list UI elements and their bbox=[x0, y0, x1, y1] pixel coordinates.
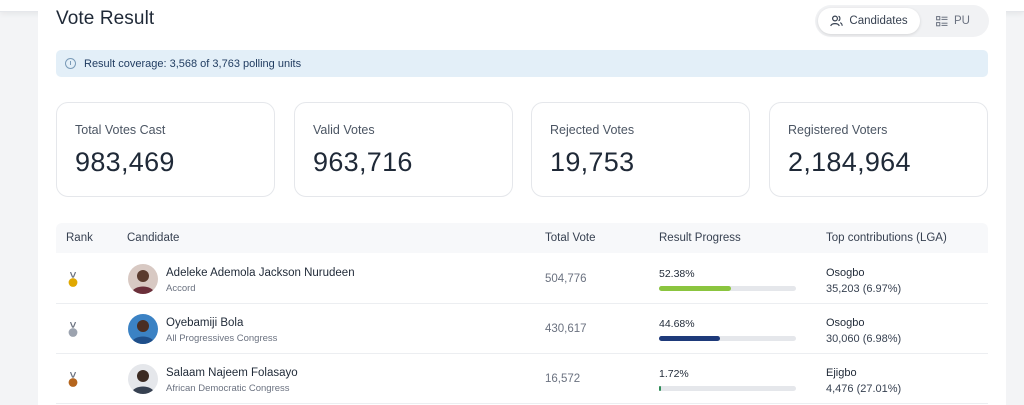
header-candidate: Candidate bbox=[127, 232, 180, 244]
candidate-avatar bbox=[128, 314, 158, 344]
header-rank: Rank bbox=[66, 232, 93, 244]
progress-bar bbox=[659, 286, 796, 291]
view-toggle: Candidates PU bbox=[815, 5, 989, 37]
stat-label: Total Votes Cast bbox=[75, 123, 166, 137]
stat-label: Registered Voters bbox=[788, 123, 888, 137]
total-vote: 16,572 bbox=[545, 373, 581, 385]
stat-value: 19,753 bbox=[550, 147, 635, 177]
top-lga-name: Ejigbo bbox=[826, 367, 857, 379]
top-lga-votes: 4,476 (27.01%) bbox=[826, 383, 902, 395]
users-icon bbox=[830, 15, 844, 27]
header-result-progress: Result Progress bbox=[659, 232, 741, 244]
stat-value: 2,184,964 bbox=[788, 147, 911, 177]
progress-bar-fill bbox=[659, 386, 662, 391]
bronze-medal-icon bbox=[68, 372, 78, 387]
candidate-party: All Progressives Congress bbox=[166, 333, 278, 344]
candidate-avatar bbox=[128, 264, 158, 294]
progress-bar-fill bbox=[659, 336, 721, 341]
silver-medal-icon bbox=[68, 322, 78, 337]
top-lga-votes: 35,203 (6.97%) bbox=[826, 283, 902, 295]
top-lga-name: Osogbo bbox=[826, 317, 865, 329]
page-title: Vote Result bbox=[56, 8, 155, 29]
stat-value: 983,469 bbox=[75, 147, 175, 177]
list-icon bbox=[936, 15, 948, 26]
result-percent: 44.68% bbox=[659, 318, 695, 330]
candidates-toggle-button[interactable]: Candidates bbox=[818, 8, 920, 34]
top-lga-name: Osogbo bbox=[826, 267, 865, 279]
candidate-party: Accord bbox=[166, 283, 196, 294]
table-row[interactable]: Oyebamiji Bola All Progressives Congress… bbox=[56, 304, 988, 354]
stat-card-valid-votes: Valid Votes 963,716 bbox=[294, 102, 513, 197]
candidate-name: Oyebamiji Bola bbox=[166, 317, 244, 329]
top-lga-votes: 30,060 (6.98%) bbox=[826, 333, 902, 345]
coverage-banner: Result coverage: 3,568 of 3,763 polling … bbox=[56, 50, 988, 77]
gold-medal-icon bbox=[68, 272, 78, 287]
total-vote: 430,617 bbox=[545, 323, 587, 335]
pu-toggle-label: PU bbox=[954, 15, 970, 27]
stat-label: Rejected Votes bbox=[550, 123, 635, 137]
progress-bar bbox=[659, 386, 796, 391]
info-icon bbox=[65, 58, 76, 69]
stat-card-total-votes: Total Votes Cast 983,469 bbox=[56, 102, 275, 197]
progress-bar-fill bbox=[659, 286, 731, 291]
stat-value: 963,716 bbox=[313, 147, 413, 177]
coverage-text: Result coverage: 3,568 of 3,763 polling … bbox=[84, 57, 302, 70]
vote-result-panel: Vote Result Candidates PU Resu bbox=[38, 0, 1006, 405]
candidate-avatar bbox=[128, 364, 158, 394]
total-vote: 504,776 bbox=[545, 273, 587, 285]
results-table-header: Rank Candidate Total Vote Result Progres… bbox=[56, 223, 988, 253]
stat-card-registered-voters: Registered Voters 2,184,964 bbox=[769, 102, 988, 197]
progress-bar bbox=[659, 336, 796, 341]
table-row[interactable]: Salaam Najeem Folasayo African Democrati… bbox=[56, 354, 988, 404]
candidates-toggle-label: Candidates bbox=[849, 15, 908, 27]
stat-label: Valid Votes bbox=[313, 123, 375, 137]
candidate-name: Adeleke Ademola Jackson Nurudeen bbox=[166, 267, 355, 279]
stat-card-rejected-votes: Rejected Votes 19,753 bbox=[531, 102, 750, 197]
candidate-party: African Democratic Congress bbox=[166, 383, 290, 394]
pu-toggle-button[interactable]: PU bbox=[920, 8, 986, 34]
header-total-vote: Total Vote bbox=[545, 232, 596, 244]
header-top-contributions: Top contributions (LGA) bbox=[826, 232, 947, 244]
candidate-name: Salaam Najeem Folasayo bbox=[166, 367, 298, 379]
table-row[interactable]: Adeleke Ademola Jackson Nurudeen Accord … bbox=[56, 254, 988, 304]
result-percent: 52.38% bbox=[659, 268, 695, 280]
result-percent: 1.72% bbox=[659, 368, 689, 380]
